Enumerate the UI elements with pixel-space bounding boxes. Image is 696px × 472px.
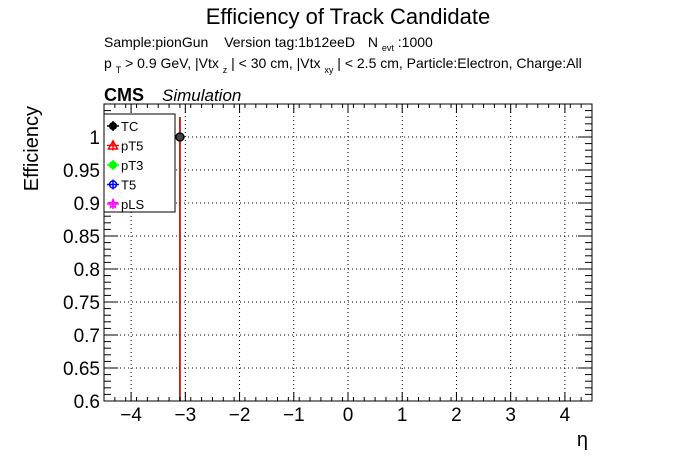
legend-label-pT3: pT3 — [121, 158, 143, 173]
x-tick-labels: −4 −3 −2 −1 0 1 2 3 4 — [120, 405, 570, 426]
x-tick-label: 4 — [560, 405, 571, 426]
y-tick-label: 0.6 — [74, 392, 100, 413]
y-tick-label: 1 — [89, 128, 100, 149]
legend-marker-pLS — [107, 197, 119, 209]
pt-label: p — [104, 55, 112, 71]
sample-info: Sample:pionGun Version tag:1b12eeD N evt… — [104, 34, 433, 54]
y-tick-label: 0.85 — [63, 227, 100, 248]
y-tick-label: 0.65 — [63, 359, 100, 380]
simulation-label: Simulation — [162, 86, 241, 105]
selection-info: p T > 0.9 GeV, |Vtx z | < 30 cm, |Vtx xy… — [104, 55, 582, 76]
legend-label-pLS: pLS — [121, 197, 144, 212]
x-tick-label: −3 — [174, 405, 196, 426]
y-tick-label: 0.95 — [63, 161, 100, 182]
x-tick-label: −1 — [283, 405, 305, 426]
nevt-value: :1000 — [398, 34, 433, 50]
pt-cut: > 0.9 GeV, |Vtx — [125, 55, 219, 71]
x-tick-label: 2 — [451, 405, 462, 426]
nevt-subscript: evt — [382, 43, 395, 53]
chart-title: Efficiency of Track Candidate — [206, 4, 491, 29]
x-axis-label: η — [577, 429, 588, 451]
cms-label: CMS — [104, 85, 144, 105]
series-TC-point-top — [175, 132, 185, 142]
x-tick-label: −2 — [229, 405, 251, 426]
vtxz-subscript: z — [223, 65, 228, 75]
legend-label-T5: T5 — [121, 178, 136, 193]
x-tick-label: 1 — [397, 405, 408, 426]
y-tick-label: 0.75 — [63, 293, 100, 314]
vtxxy-cut: | < 2.5 cm, Particle:Electron, Charge:Al… — [337, 55, 581, 71]
y-tick-label: 0.9 — [74, 194, 100, 215]
legend-label-TC: TC — [121, 119, 138, 134]
x-tick-label: 3 — [505, 405, 516, 426]
nevt-label: N — [368, 34, 378, 50]
sample-label: Sample:pionGun — [104, 34, 208, 50]
series-layer — [175, 117, 185, 401]
legend-marker-pT5 — [107, 139, 119, 150]
legend-marker-T5 — [108, 180, 118, 189]
vtxz-cut: | < 30 cm, |Vtx — [231, 55, 320, 71]
legend-marker-TC — [109, 122, 117, 130]
x-tick-label: 0 — [343, 405, 354, 426]
pt-subscript: T — [116, 65, 122, 75]
grid-lines — [104, 104, 592, 402]
y-axis-label: Efficiency — [21, 106, 43, 191]
legend-marker-pT3 — [109, 161, 117, 169]
version-label: Version tag:1b12eeD — [224, 34, 355, 50]
legend: TC pT5 pT3 T5 pLS — [103, 113, 176, 213]
vtxxy-subscript: xy — [324, 65, 334, 75]
y-tick-labels: 0.6 0.65 0.7 0.75 0.8 0.85 0.9 0.95 1 — [63, 128, 100, 413]
y-tick-label: 0.7 — [74, 326, 100, 347]
x-tick-label: −4 — [120, 405, 142, 426]
y-tick-label: 0.8 — [74, 260, 100, 281]
legend-label-pT5: pT5 — [121, 139, 143, 154]
